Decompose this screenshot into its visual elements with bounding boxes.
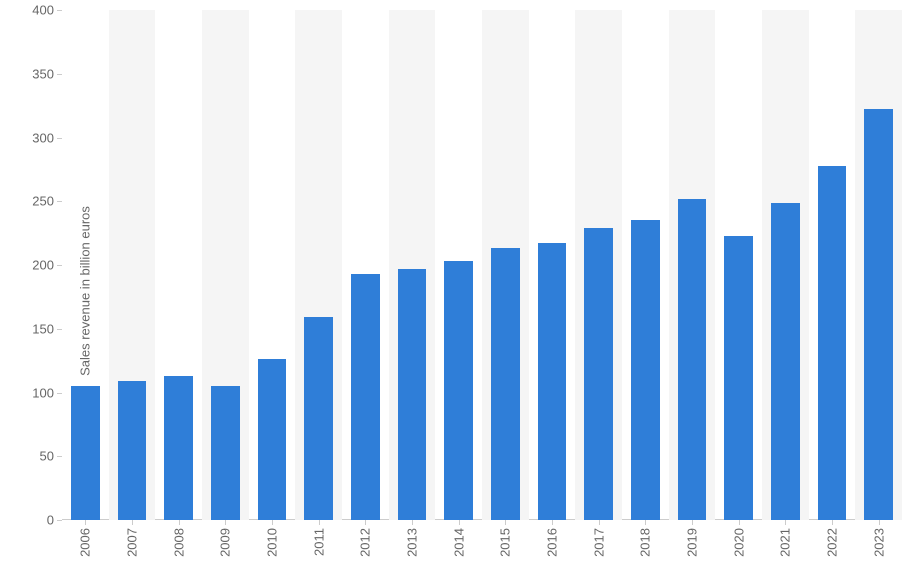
x-tick-mark xyxy=(85,520,86,525)
x-tick-mark xyxy=(505,520,506,525)
bar[interactable] xyxy=(304,317,333,520)
bar[interactable] xyxy=(71,386,100,520)
x-tick-mark xyxy=(645,520,646,525)
bar[interactable] xyxy=(584,228,613,520)
y-tick-mark xyxy=(57,74,62,75)
bar[interactable] xyxy=(678,199,707,520)
bar[interactable] xyxy=(771,203,800,520)
y-tick-mark xyxy=(57,265,62,266)
x-tick-label: 2020 xyxy=(731,528,746,557)
bar[interactable] xyxy=(164,376,193,520)
x-tick-label: 2006 xyxy=(78,528,93,557)
x-tick-mark xyxy=(319,520,320,525)
bar[interactable] xyxy=(444,261,473,520)
y-tick-label: 350 xyxy=(32,66,54,81)
bar[interactable] xyxy=(538,243,567,520)
x-tick-label: 2011 xyxy=(311,528,326,556)
y-tick-label: 400 xyxy=(32,3,54,18)
x-tick-mark xyxy=(365,520,366,525)
y-tick-label: 50 xyxy=(40,449,54,464)
x-tick-label: 2019 xyxy=(685,528,700,557)
y-tick-mark xyxy=(57,10,62,11)
bar[interactable] xyxy=(258,359,287,520)
x-tick-label: 2009 xyxy=(218,528,233,557)
x-tick-label: 2014 xyxy=(451,528,466,557)
y-tick-mark xyxy=(57,329,62,330)
x-tick-label: 2012 xyxy=(358,528,373,557)
bar[interactable] xyxy=(864,109,893,520)
x-tick-mark xyxy=(832,520,833,525)
y-tick-label: 0 xyxy=(47,513,54,528)
bar[interactable] xyxy=(398,269,427,520)
bar[interactable] xyxy=(724,236,753,520)
bar[interactable] xyxy=(631,220,660,520)
x-tick-label: 2023 xyxy=(871,528,886,557)
x-tick-label: 2013 xyxy=(405,528,420,557)
x-tick-mark xyxy=(599,520,600,525)
x-tick-mark xyxy=(179,520,180,525)
x-tick-label: 2018 xyxy=(638,528,653,557)
bar[interactable] xyxy=(818,166,847,520)
x-tick-mark xyxy=(879,520,880,525)
x-tick-mark xyxy=(692,520,693,525)
y-tick-mark xyxy=(57,456,62,457)
y-tick-label: 300 xyxy=(32,130,54,145)
y-tick-mark xyxy=(57,520,62,521)
bar[interactable] xyxy=(351,274,380,520)
y-tick-mark xyxy=(57,393,62,394)
x-tick-mark xyxy=(225,520,226,525)
y-tick-mark xyxy=(57,201,62,202)
y-tick-label: 250 xyxy=(32,194,54,209)
y-tick-label: 100 xyxy=(32,385,54,400)
x-tick-mark xyxy=(272,520,273,525)
x-tick-label: 2010 xyxy=(265,528,280,557)
y-tick-label: 200 xyxy=(32,258,54,273)
y-tick-label: 150 xyxy=(32,321,54,336)
x-tick-label: 2017 xyxy=(591,528,606,557)
x-tick-mark xyxy=(132,520,133,525)
x-tick-mark xyxy=(412,520,413,525)
bar[interactable] xyxy=(211,386,240,520)
x-tick-mark xyxy=(459,520,460,525)
y-tick-mark xyxy=(57,138,62,139)
x-tick-label: 2007 xyxy=(125,528,140,557)
x-tick-label: 2022 xyxy=(825,528,840,557)
plot-area: 0501001502002503003504002006200720082009… xyxy=(62,10,902,520)
x-tick-mark xyxy=(552,520,553,525)
bar-chart: Sales revenue in billion euros 050100150… xyxy=(0,0,918,581)
x-tick-label: 2021 xyxy=(778,528,793,557)
x-tick-mark xyxy=(785,520,786,525)
x-tick-label: 2016 xyxy=(545,528,560,557)
x-tick-label: 2008 xyxy=(171,528,186,557)
x-tick-label: 2015 xyxy=(498,528,513,557)
bar[interactable] xyxy=(491,248,520,520)
bar[interactable] xyxy=(118,381,147,520)
x-tick-mark xyxy=(739,520,740,525)
